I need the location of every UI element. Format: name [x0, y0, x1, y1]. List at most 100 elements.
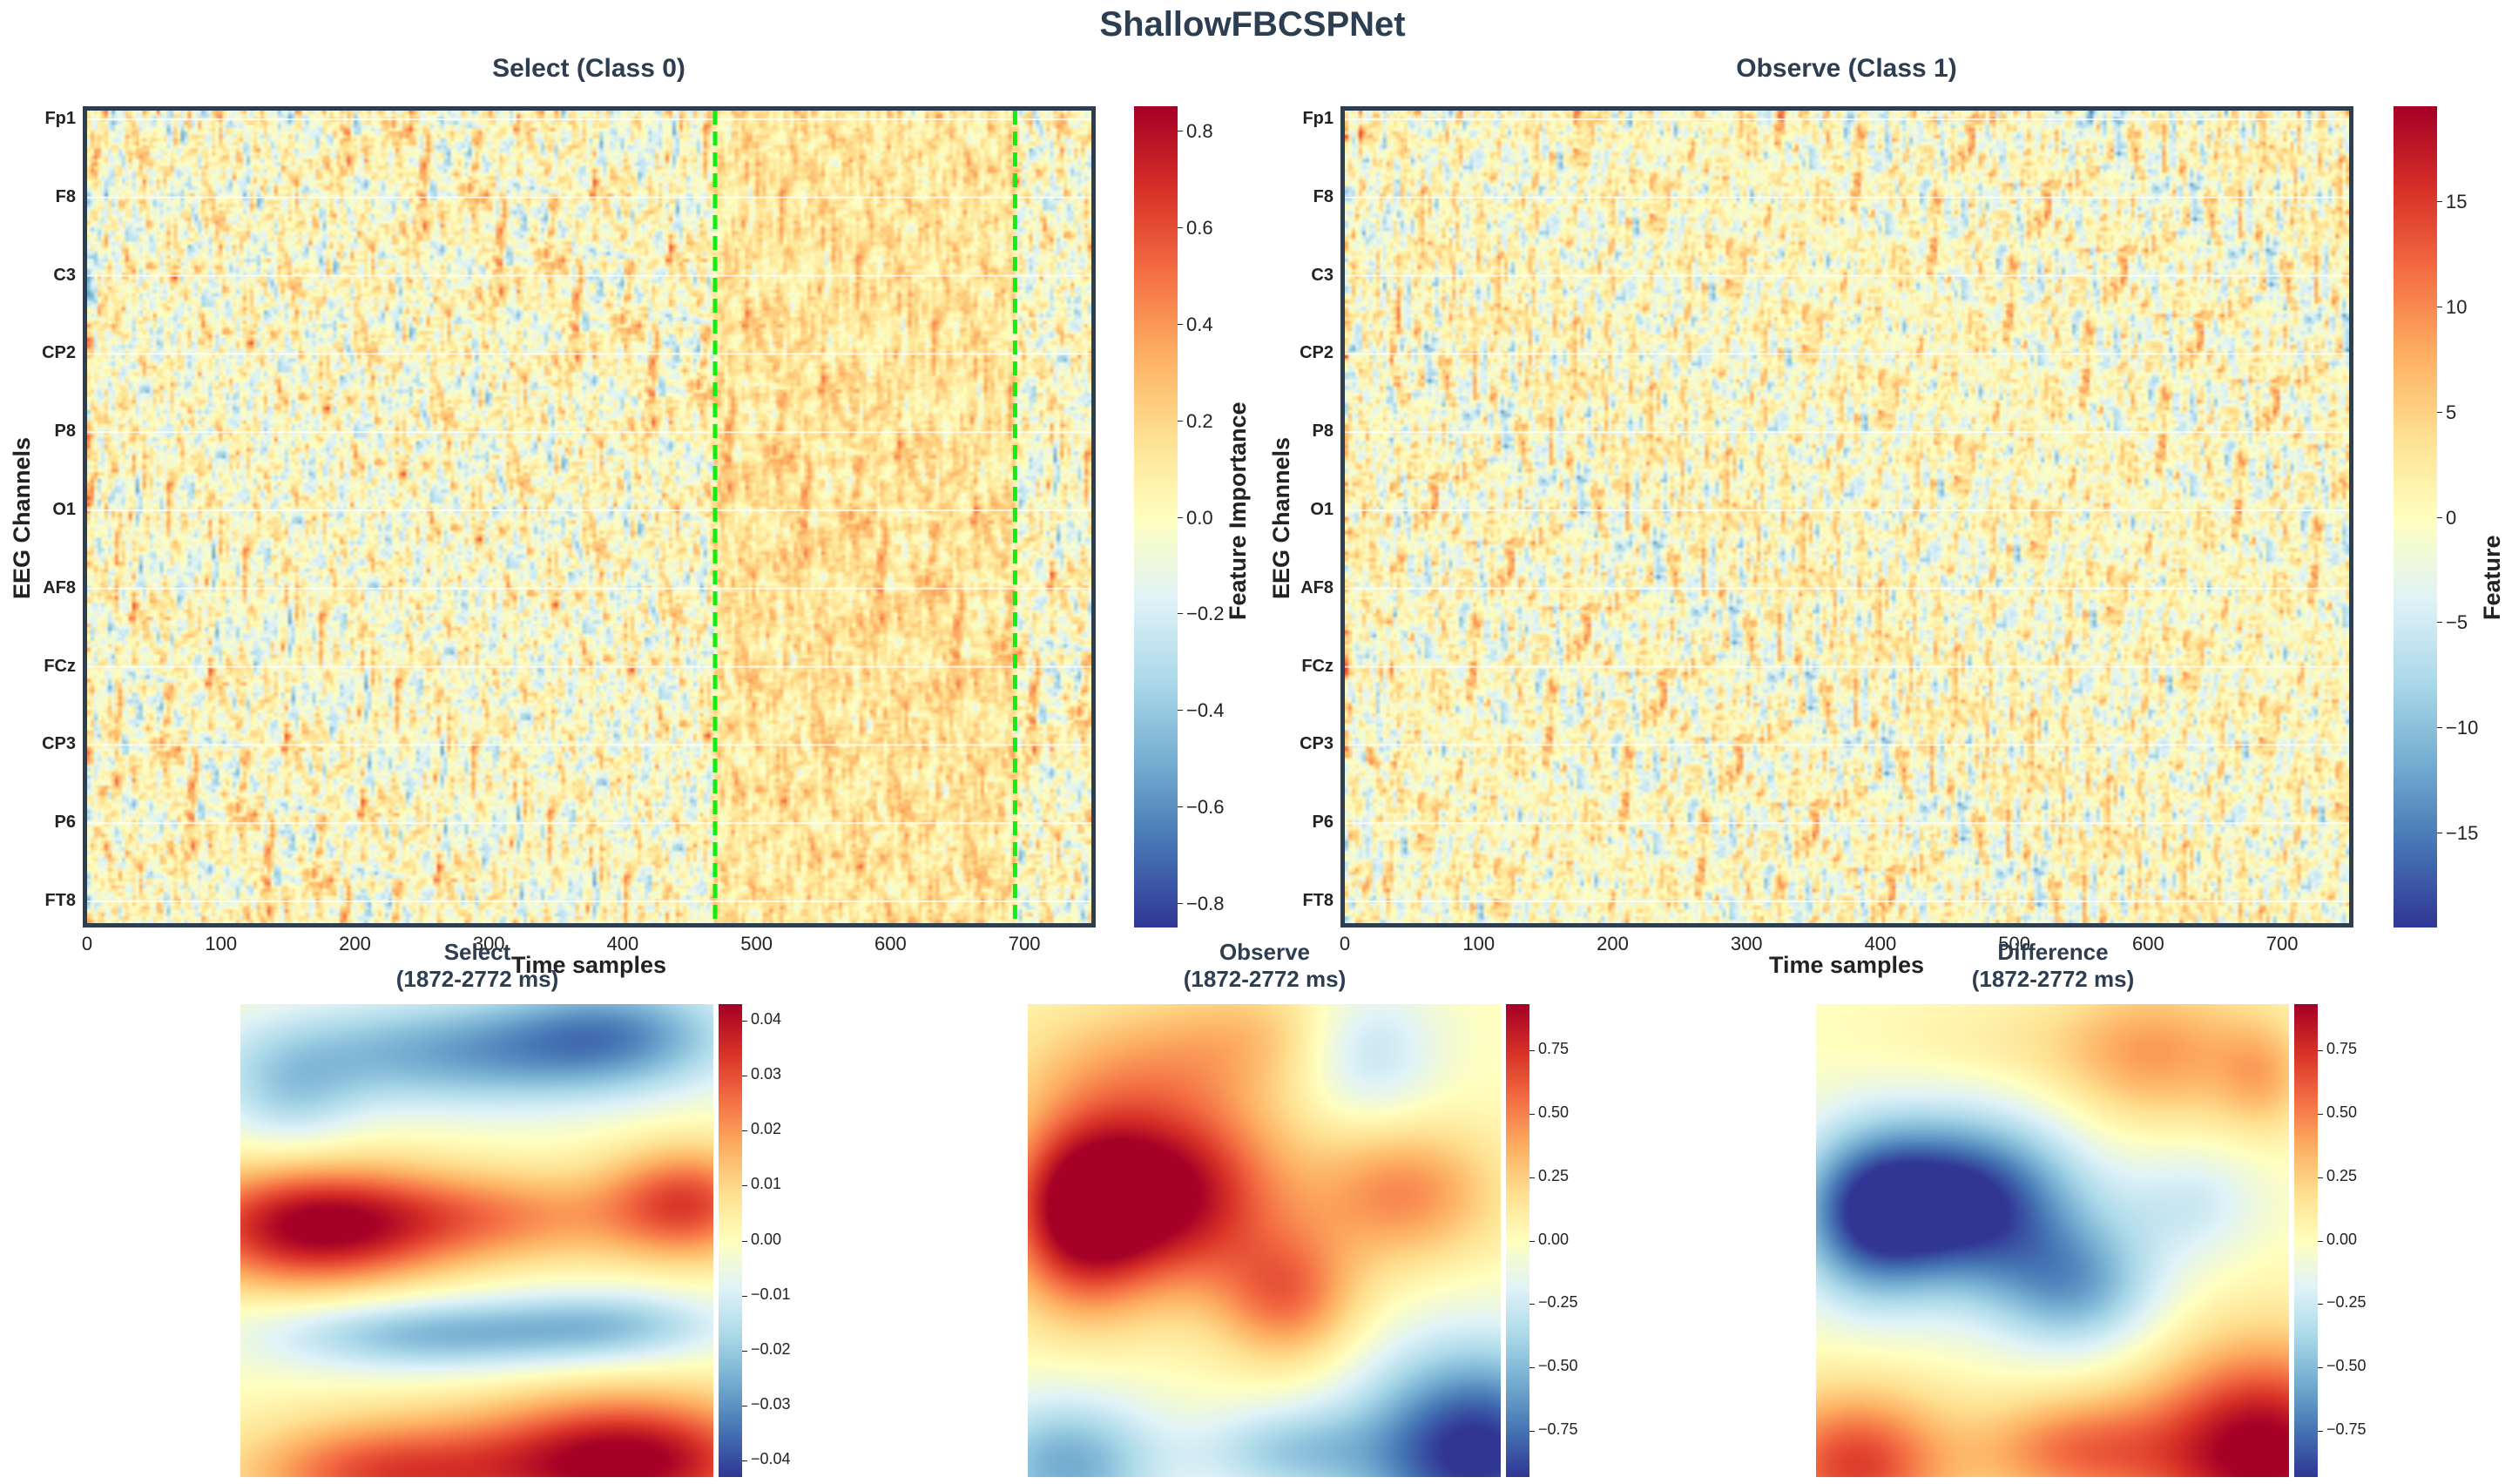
topo3-colorbar-tick-mark — [2318, 1177, 2323, 1178]
panel1-colorbar-tick-mark — [1178, 710, 1183, 712]
panel1-x-tick: 0 — [81, 933, 93, 954]
topo1-colorbar-tick: −0.03 — [751, 1394, 791, 1413]
panel1-heatmap-image — [87, 111, 1091, 923]
panel2-channel-label: C3 — [1311, 265, 1334, 285]
topo1-colorbar-tick: 0.03 — [751, 1065, 782, 1083]
panel1-colorbar-tick: 0.4 — [1186, 313, 1213, 335]
topo3-title-line1: Difference — [1997, 939, 2109, 965]
panel2-colorbar-label: Feature Importance — [2479, 535, 2505, 620]
panel2-colorbar-tick: 0 — [2446, 506, 2457, 529]
topo3-colorbar-tick-mark — [2318, 1431, 2323, 1433]
panel1-channel-label: P6 — [54, 813, 76, 833]
topo2-title-line1: Observe — [1219, 939, 1311, 965]
panel1-colorbar-tick-mark — [1178, 420, 1183, 422]
topo1-map-image — [240, 1004, 713, 1477]
topo1-colorbar-tick: 0.00 — [751, 1230, 782, 1248]
panel2-colorbar-tick: −15 — [2446, 822, 2479, 845]
topo1-title-line2: (1872-2772 ms) — [395, 966, 559, 992]
panel1-channel-label: FT8 — [44, 891, 76, 910]
panel1-channel-label: F8 — [55, 186, 76, 206]
topo2-map-image — [1028, 1004, 1501, 1477]
panel1-channel-label: FCz — [44, 656, 76, 676]
panel2-colorbar-tick-mark — [2437, 411, 2442, 413]
topo3-colorbar-tick-mark — [2318, 1367, 2323, 1369]
topo2-title: Observe (1872-2772 ms) — [1184, 939, 1346, 993]
topo2-colorbar-tick-mark — [1529, 1240, 1535, 1242]
topo3-colorbar-tick: 0.25 — [2326, 1166, 2358, 1184]
topo3-map-image — [1816, 1004, 2289, 1477]
panel1-colorbar-tick: 0.2 — [1186, 409, 1213, 432]
panel1-colorbar-tick-mark — [1178, 130, 1183, 132]
topo3-colorbar-tick: 0.75 — [2326, 1039, 2358, 1057]
panel1-heatmap — [83, 106, 1096, 928]
panel1-channel-label: AF8 — [43, 577, 76, 597]
panel1-x-tick: 300 — [472, 933, 505, 954]
panel1-colorbar-tick: −0.6 — [1186, 796, 1225, 819]
panel1-xlabel: Time samples — [510, 952, 667, 978]
topo2-colorbar-tick: −0.75 — [1538, 1420, 1578, 1439]
panel2-colorbar-image — [2394, 106, 2437, 928]
panel2-x-tick: 0 — [1339, 933, 1351, 954]
topo1-title: Select (1872-2772 ms) — [396, 939, 558, 993]
topo1-colorbar-tick-mark — [742, 1020, 747, 1022]
topo3-colorbar-image — [2294, 1004, 2318, 1477]
topo2-colorbar-tick: −0.50 — [1538, 1357, 1578, 1375]
topo1-colorbar-tick-mark — [742, 1240, 747, 1242]
panel2-x-tick: 700 — [2265, 933, 2299, 954]
topo1-title-line1: Select — [443, 939, 511, 965]
panel2-channel-label: F8 — [1313, 186, 1334, 206]
topo2-colorbar-tick-mark — [1529, 1113, 1535, 1115]
topo1-colorbar-tick: 0.04 — [751, 1009, 782, 1028]
panel2-title: Observe (Class 1) — [1736, 54, 1957, 83]
topo1-colorbar-tick: 0.01 — [751, 1175, 782, 1193]
panel2-x-tick: 300 — [1730, 933, 1763, 954]
topo3-colorbar-tick: −0.50 — [2326, 1357, 2367, 1375]
panel2-channel-label: AF8 — [1300, 577, 1334, 597]
topo1-colorbar-tick-mark — [742, 1130, 747, 1132]
topo1-colorbar-tick: 0.02 — [751, 1120, 782, 1138]
topo3-map — [1816, 1004, 2289, 1477]
panel1-colorbar-tick-mark — [1178, 903, 1183, 905]
topo2-colorbar-tick-mark — [1529, 1431, 1535, 1433]
panel1-colorbar-tick: 0.6 — [1186, 216, 1213, 239]
topo2-colorbar-tick-mark — [1529, 1367, 1535, 1369]
topo1-colorbar-tick-mark — [742, 1350, 747, 1352]
panel2-colorbar-tick: 15 — [2446, 190, 2468, 212]
panel1-x-tick: 600 — [874, 933, 907, 954]
panel1-colorbar-tick: 0.0 — [1186, 506, 1213, 529]
topo1-colorbar-tick-mark — [742, 1460, 747, 1462]
topo1-map — [240, 1004, 713, 1477]
topo2-colorbar-tick: 0.00 — [1538, 1230, 1570, 1248]
topo1-colorbar-tick: −0.01 — [751, 1285, 791, 1303]
panel2-channel-label: CP2 — [1300, 343, 1334, 363]
topo3-colorbar-tick: 0.50 — [2326, 1103, 2358, 1121]
panel1-channel-label: CP2 — [42, 343, 76, 363]
panel2-x-tick: 600 — [2132, 933, 2164, 954]
topo2-colorbar-tick: 0.25 — [1538, 1166, 1570, 1184]
panel1-ylabel: EEG Channels — [9, 436, 35, 599]
topo2-colorbar — [1506, 1004, 1529, 1477]
panel1-colorbar-tick-mark — [1178, 806, 1183, 808]
panel1-colorbar-tick-mark — [1178, 516, 1183, 518]
panel2-xlabel: Time samples — [1768, 952, 1925, 978]
topo2-colorbar-image — [1506, 1004, 1529, 1477]
panel1-colorbar-tick: −0.2 — [1186, 603, 1225, 625]
panel2-channel-label: O1 — [1310, 500, 1334, 519]
panel2-channel-label: FT8 — [1302, 891, 1334, 910]
topo1-colorbar — [719, 1004, 742, 1477]
panel1-channel-label: CP3 — [42, 734, 76, 754]
panel1-colorbar-tick: −0.8 — [1186, 893, 1225, 915]
topo2-colorbar-tick-mark — [1529, 1304, 1535, 1305]
panel1-channel-label: P8 — [54, 422, 76, 442]
topo1-colorbar-tick-mark — [742, 1185, 747, 1187]
panel1-x-tick: 400 — [606, 933, 639, 954]
panel1-channel-label: O1 — [52, 500, 76, 519]
panel2-colorbar-tick: −5 — [2446, 611, 2468, 634]
panel1-x-tick: 200 — [339, 933, 371, 954]
topo1-colorbar-tick: −0.02 — [751, 1339, 791, 1358]
panel2-colorbar-tick-mark — [2437, 622, 2442, 624]
panel2-heatmap — [1340, 106, 2353, 928]
panel1-overlay — [87, 111, 1091, 923]
topo3-colorbar — [2294, 1004, 2318, 1477]
panel1-x-tick: 500 — [740, 933, 773, 954]
